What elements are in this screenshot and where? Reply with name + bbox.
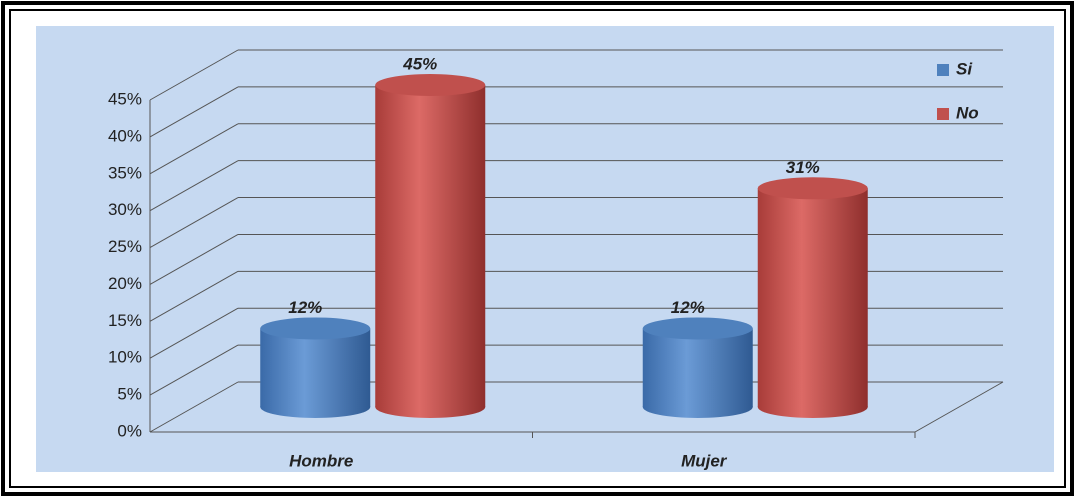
cylinder-top (375, 74, 486, 96)
data-label: 31% (786, 158, 820, 177)
grid-diagonal (149, 234, 239, 285)
grid-diagonal (149, 86, 239, 138)
grid-diagonal (149, 49, 239, 101)
data-label: 45% (402, 54, 437, 73)
bar (757, 188, 868, 407)
grid-diagonal (149, 160, 239, 212)
y-tick-label: 40% (108, 126, 142, 145)
y-tick-label: 25% (108, 237, 142, 256)
grid-diagonal (149, 123, 239, 175)
grid-diagonal (149, 197, 239, 248)
legend-label: No (956, 103, 979, 122)
data-label: 12% (671, 298, 705, 317)
y-tick-label: 15% (108, 311, 142, 330)
bar (375, 85, 486, 407)
cylinder-top (757, 177, 868, 200)
x-tick-label: Mujer (681, 451, 728, 470)
frame-inner (9, 9, 1066, 488)
cylinder-top (260, 317, 371, 340)
y-tick-label: 30% (108, 200, 142, 219)
floor-edge (914, 381, 1004, 433)
y-tick-label: 0% (117, 421, 142, 440)
y-tick-label: 5% (117, 385, 142, 404)
legend-label: Si (956, 59, 973, 78)
y-tick-label: 20% (108, 274, 142, 293)
legend-swatch (937, 64, 949, 76)
y-tick-label: 45% (108, 89, 142, 108)
grid-diagonal (149, 270, 239, 322)
bar (260, 328, 371, 407)
legend-swatch (937, 108, 949, 120)
plot-area (36, 26, 1054, 472)
bar (642, 328, 753, 407)
cylinder-top (642, 317, 753, 340)
y-tick-label: 35% (108, 163, 142, 182)
grid-diagonal (149, 307, 239, 359)
grid-diagonal (149, 344, 239, 396)
data-label: 12% (288, 298, 322, 317)
y-tick-label: 10% (108, 348, 142, 367)
grid-diagonal (149, 381, 239, 433)
x-tick-label: Hombre (289, 451, 353, 470)
